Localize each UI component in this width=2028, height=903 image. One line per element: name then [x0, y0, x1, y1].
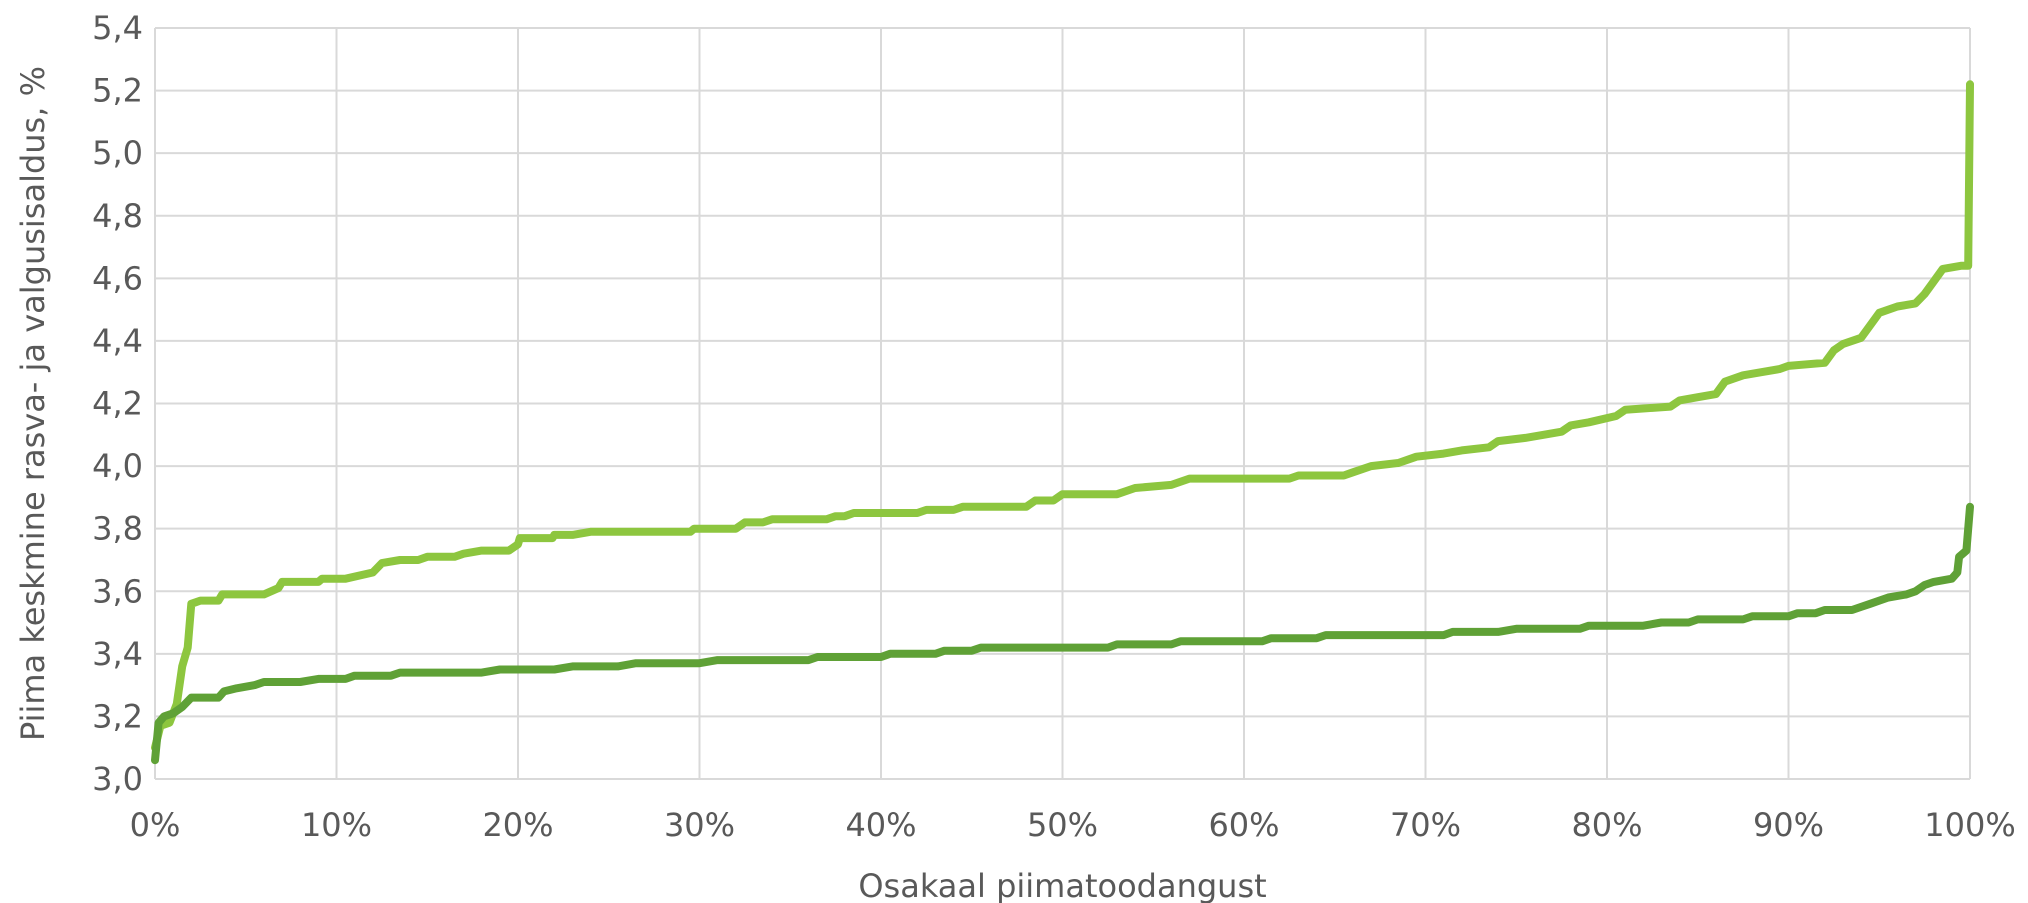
x-axis-ticks: 0% 10% 20% 30% 40% 50% 60% 70% 80% 90% 100% — [130, 806, 2016, 844]
y-axis-title: Piima keskmine rasva- ja valgusisaldus, … — [14, 66, 52, 741]
x-tick-label: 80% — [1571, 806, 1642, 844]
x-tick-label: 30% — [664, 806, 735, 844]
y-tick-label: 3,6 — [92, 572, 143, 610]
x-tick-label: 0% — [130, 806, 181, 844]
series-line-1 — [151, 80, 1974, 752]
y-tick-label: 4,0 — [92, 447, 143, 485]
y-axis-ticks: 3,0 3,2 3,4 3,6 3,8 4,0 4,2 4,4 4,6 4,8 5,0 5,2 5,4 — [92, 9, 143, 798]
y-tick-label: 4,8 — [92, 197, 143, 235]
y-tick-label: 5,4 — [92, 9, 143, 47]
x-tick-label: 40% — [845, 806, 916, 844]
x-tick-label: 100% — [1924, 806, 2015, 844]
y-tick-label: 5,0 — [92, 134, 143, 172]
y-tick-label: 3,8 — [92, 510, 143, 548]
y-tick-label: 4,2 — [92, 385, 143, 423]
x-axis-title: Osakaal piimatoodangust — [858, 867, 1266, 903]
x-tick-label: 10% — [301, 806, 372, 844]
x-tick-label: 20% — [482, 806, 553, 844]
series-line-2 — [151, 502, 1974, 765]
grid — [154, 27, 1971, 780]
y-tick-label: 5,2 — [92, 72, 143, 110]
x-tick-label: 90% — [1753, 806, 1824, 844]
x-tick-label: 70% — [1390, 806, 1461, 844]
series-layer — [151, 80, 1974, 765]
x-tick-label: 50% — [1027, 806, 1098, 844]
y-tick-label: 3,0 — [92, 760, 143, 798]
y-tick-label: 3,2 — [92, 697, 143, 735]
y-tick-label: 4,4 — [92, 322, 143, 360]
y-tick-label: 4,6 — [92, 259, 143, 297]
x-tick-label: 60% — [1208, 806, 1279, 844]
y-tick-label: 3,4 — [92, 635, 143, 673]
